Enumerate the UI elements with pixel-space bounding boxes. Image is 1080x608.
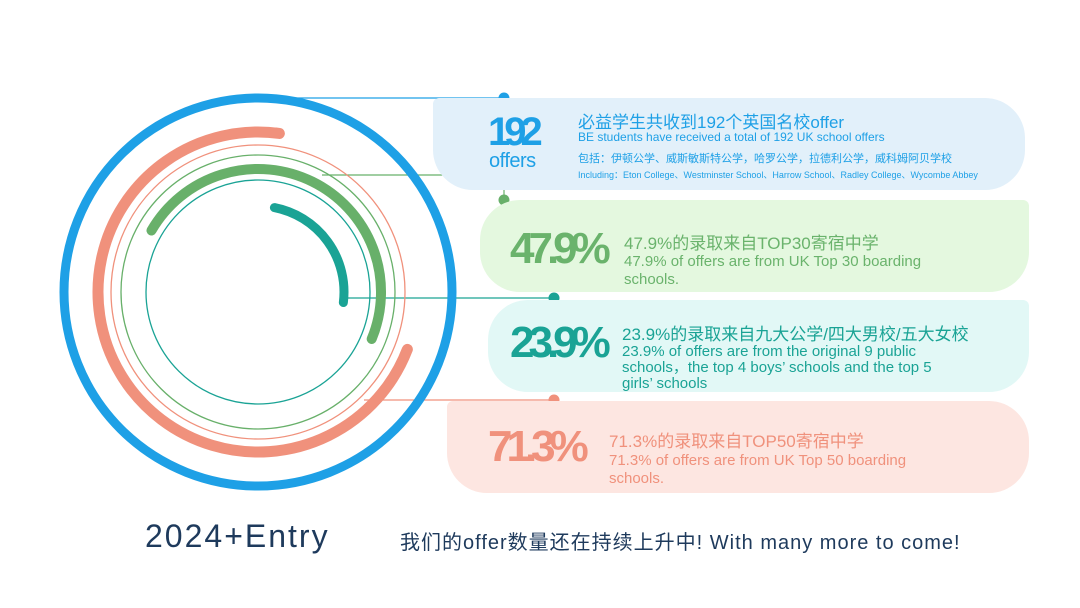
guide-ring-teal <box>145 179 371 405</box>
card-top50 <box>447 401 1029 493</box>
arc-23-9 <box>269 203 349 308</box>
card3-title-cn: 23.9%的录取来自九大公学/四大男校/五大女校 <box>622 325 969 344</box>
card2-title-cn: 47.9%的录取来自TOP30寄宿中学 <box>624 234 879 253</box>
card2-en-line1: 47.9% of offers are from UK Top 30 board… <box>624 253 922 270</box>
card1-including-en: Including：Eton College、Westminster Schoo… <box>578 170 978 180</box>
card4-en-line1: 71.3% of offers are from UK Top 50 board… <box>609 452 907 469</box>
arc-71-3 <box>92 126 413 458</box>
card2-en-line2: schools. <box>624 271 680 288</box>
card-total-offers <box>433 98 1025 190</box>
card-nine-public-schools <box>488 300 1029 392</box>
big-number-offers-label: offers <box>489 150 536 172</box>
big-number-71-3: 71.3% <box>488 422 589 471</box>
card3-en-line2: schools，the top 4 boys’ schools and the … <box>622 359 932 376</box>
card4-en-line2: schools. <box>609 470 665 487</box>
card3-en-line1: 23.9% of offers are from the original 9 … <box>622 343 917 360</box>
entry-heading: 2024+Entry <box>145 518 330 554</box>
card1-including-cn: 包括：伊顿公学、威斯敏斯特公学，哈罗公学，拉德利公学，威科姆阿贝学校 <box>578 152 952 165</box>
card3-en-line3: girls’ schools <box>622 375 708 392</box>
footer-tagline: 我们的offer数量还在持续上升中! With many more to com… <box>400 532 961 554</box>
guide-ring-salmon <box>110 144 406 440</box>
ring-192-offers <box>59 93 457 491</box>
card-top30 <box>480 200 1029 292</box>
guide-ring-green <box>120 154 396 430</box>
card1-title-cn: 必益学生共收到192个英国名校offer <box>578 113 845 132</box>
big-number-23-9: 23.9% <box>510 318 611 367</box>
card4-title-cn: 71.3%的录取来自TOP50寄宿中学 <box>609 432 864 451</box>
big-number-47-9: 47.9% <box>510 224 611 273</box>
big-number-192: 192 <box>488 110 543 154</box>
card1-title-en: BE students have received a total of 192… <box>578 130 885 144</box>
arc-47-9 <box>146 164 386 344</box>
